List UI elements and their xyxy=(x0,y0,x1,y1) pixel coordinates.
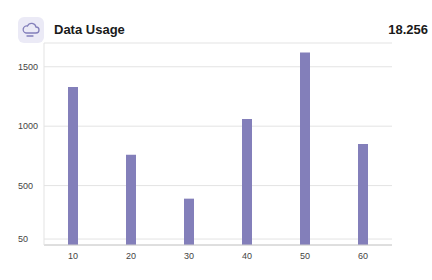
svg-text:1000: 1000 xyxy=(18,121,38,131)
html-text:18.256: 18.256 xyxy=(388,22,428,37)
svg-text:60: 60 xyxy=(358,251,368,261)
svg-text:50: 50 xyxy=(18,234,28,244)
svg-text:10: 10 xyxy=(68,251,78,261)
svg-text:40: 40 xyxy=(242,251,252,261)
svg-text:50: 50 xyxy=(300,251,310,261)
svg-text:30: 30 xyxy=(184,251,194,261)
svg-text:20: 20 xyxy=(126,251,136,261)
svg-text:1500: 1500 xyxy=(18,62,38,72)
svg-text:500: 500 xyxy=(18,181,33,191)
html-text:Data Usage: Data Usage xyxy=(54,22,125,37)
